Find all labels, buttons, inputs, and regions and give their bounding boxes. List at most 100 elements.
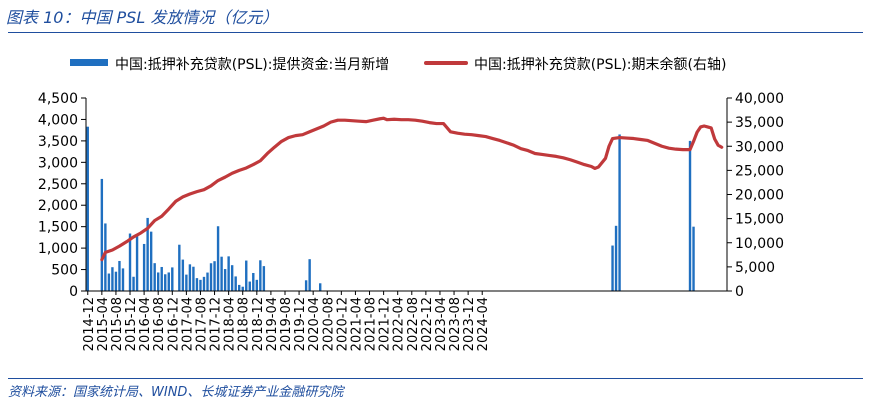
- bar-27: [181, 259, 185, 291]
- x-tick-label: 2019-12: [293, 297, 308, 351]
- bar-48: [255, 279, 259, 291]
- chart-axes: 0 500 1,000 1,500 2,000 2,500 3,000 3,500 4,000 4…: [38, 91, 784, 351]
- left-tick-label: 0: [69, 284, 78, 300]
- x-tick-label: 2023-12: [462, 297, 477, 351]
- bar-28: [185, 274, 188, 291]
- x-tick-label: 2018-12: [251, 297, 266, 351]
- x-tick-label: 2017-08: [194, 297, 209, 351]
- bar-18: [149, 231, 153, 291]
- bar-19: [153, 263, 156, 291]
- legend-label-line: 中国:抵押补充贷款(PSL):期末余额(右轴): [474, 56, 726, 73]
- x-tick-label: 2015-12: [124, 297, 139, 351]
- bar-5: [104, 223, 107, 291]
- chart-title: 图表 10：中国 PSL 发放情况（亿元）: [6, 8, 279, 27]
- right-tick-label: 40,000: [735, 91, 784, 107]
- left-tick-label: 2,000: [38, 198, 78, 214]
- x-tick-label: 2016-08: [152, 297, 167, 351]
- chart-legend: 中国:抵押补充贷款(PSL):提供资金:当月新增 中国:抵押补充贷款(PSL):期…: [70, 56, 726, 73]
- x-tick-label: 2021-12: [378, 297, 393, 351]
- right-tick-label: 15,000: [735, 212, 784, 228]
- bar-10: [121, 268, 125, 291]
- left-tick-label: 3,000: [38, 155, 78, 171]
- bar-37: [216, 226, 220, 291]
- x-tick-label: 2020-04: [307, 297, 322, 351]
- x-tick-label: 2014-12: [82, 297, 97, 351]
- line-series: [100, 116, 724, 262]
- bar-45: [245, 260, 248, 291]
- x-tick-label: 2021-04: [349, 297, 364, 351]
- x-tick-label: 2024-04: [476, 297, 491, 351]
- bar-29: [188, 264, 192, 291]
- bar-43: [238, 284, 241, 291]
- bar-66: [319, 283, 322, 291]
- bar-34: [206, 272, 209, 291]
- bar-42: [234, 276, 237, 291]
- bar-63: [308, 259, 311, 291]
- bar-20: [157, 272, 160, 291]
- x-tick-label: 2022-04: [392, 297, 407, 351]
- legend-swatch-bar: [70, 59, 108, 66]
- bar-23: [167, 272, 170, 291]
- bar-49: [259, 260, 262, 291]
- x-tick-label: 2016-12: [166, 297, 181, 351]
- bar-50: [262, 266, 266, 291]
- bar-41: [230, 265, 234, 291]
- x-tick-label: 2017-12: [209, 297, 224, 351]
- right-tick-label: 25,000: [735, 163, 784, 179]
- bar-149: [611, 245, 614, 291]
- bar-150: [614, 225, 618, 291]
- x-tick-label: 2018-08: [237, 297, 252, 351]
- bar-6: [107, 273, 111, 291]
- x-tick-label: 2015-08: [110, 297, 125, 351]
- x-tick-label: 2021-08: [364, 297, 379, 351]
- bar-9: [118, 260, 121, 291]
- legend-label-bar: 中国:抵押补充贷款(PSL):提供资金:当月新增: [115, 57, 389, 73]
- bar-8: [114, 271, 118, 291]
- bar-26: [178, 244, 181, 291]
- right-tick-label: 30,000: [735, 139, 784, 155]
- x-tick-label: 2016-04: [138, 297, 153, 351]
- x-tick-label: 2018-04: [223, 297, 238, 351]
- bar-17: [146, 217, 149, 291]
- bar-13: [132, 276, 135, 291]
- bar-172: [692, 226, 695, 291]
- bar-31: [195, 278, 199, 291]
- left-tick-label: 500: [51, 263, 78, 279]
- x-tick-label: 2020-08: [321, 297, 336, 351]
- x-tick-label: 2015-04: [96, 297, 111, 351]
- x-tick-label: 2023-04: [434, 297, 449, 351]
- right-tick-label: 5,000: [735, 260, 775, 276]
- left-tick-label: 2,500: [38, 177, 78, 193]
- bar-24: [171, 267, 174, 291]
- bar-47: [252, 272, 255, 291]
- right-tick-label: 10,000: [735, 236, 784, 252]
- bar-151: [618, 134, 621, 291]
- x-tick-label: 2019-04: [265, 297, 280, 351]
- bar-38: [220, 256, 223, 291]
- bar-35: [209, 263, 213, 291]
- left-tick-label: 4,000: [38, 112, 78, 128]
- bar-30: [192, 266, 195, 291]
- x-tick-label: 2020-12: [335, 297, 350, 351]
- bar-21: [160, 266, 163, 291]
- bar-4: [100, 178, 104, 291]
- bar-7: [111, 267, 114, 291]
- left-tick-label: 1,000: [38, 241, 78, 257]
- bar-22: [164, 274, 167, 291]
- x-tick-label: 2017-04: [180, 297, 195, 351]
- left-tick-label: 4,500: [38, 91, 78, 107]
- x-tick-label: 2022-08: [406, 297, 421, 351]
- balance-line: [100, 116, 724, 262]
- bar-39: [223, 269, 227, 291]
- bar-36: [213, 261, 216, 291]
- title-rule: [8, 32, 863, 33]
- source-note: 资料来源：国家统计局、WIND、长城证券产业金融研究院: [8, 385, 344, 400]
- bar-series: [86, 126, 695, 291]
- bar-40: [227, 256, 230, 291]
- bar-12: [128, 233, 132, 291]
- footer-rule: [8, 378, 863, 379]
- bar-16: [142, 243, 146, 291]
- x-tick-label: 2022-12: [420, 297, 435, 351]
- x-tick-label: 2023-08: [448, 297, 463, 351]
